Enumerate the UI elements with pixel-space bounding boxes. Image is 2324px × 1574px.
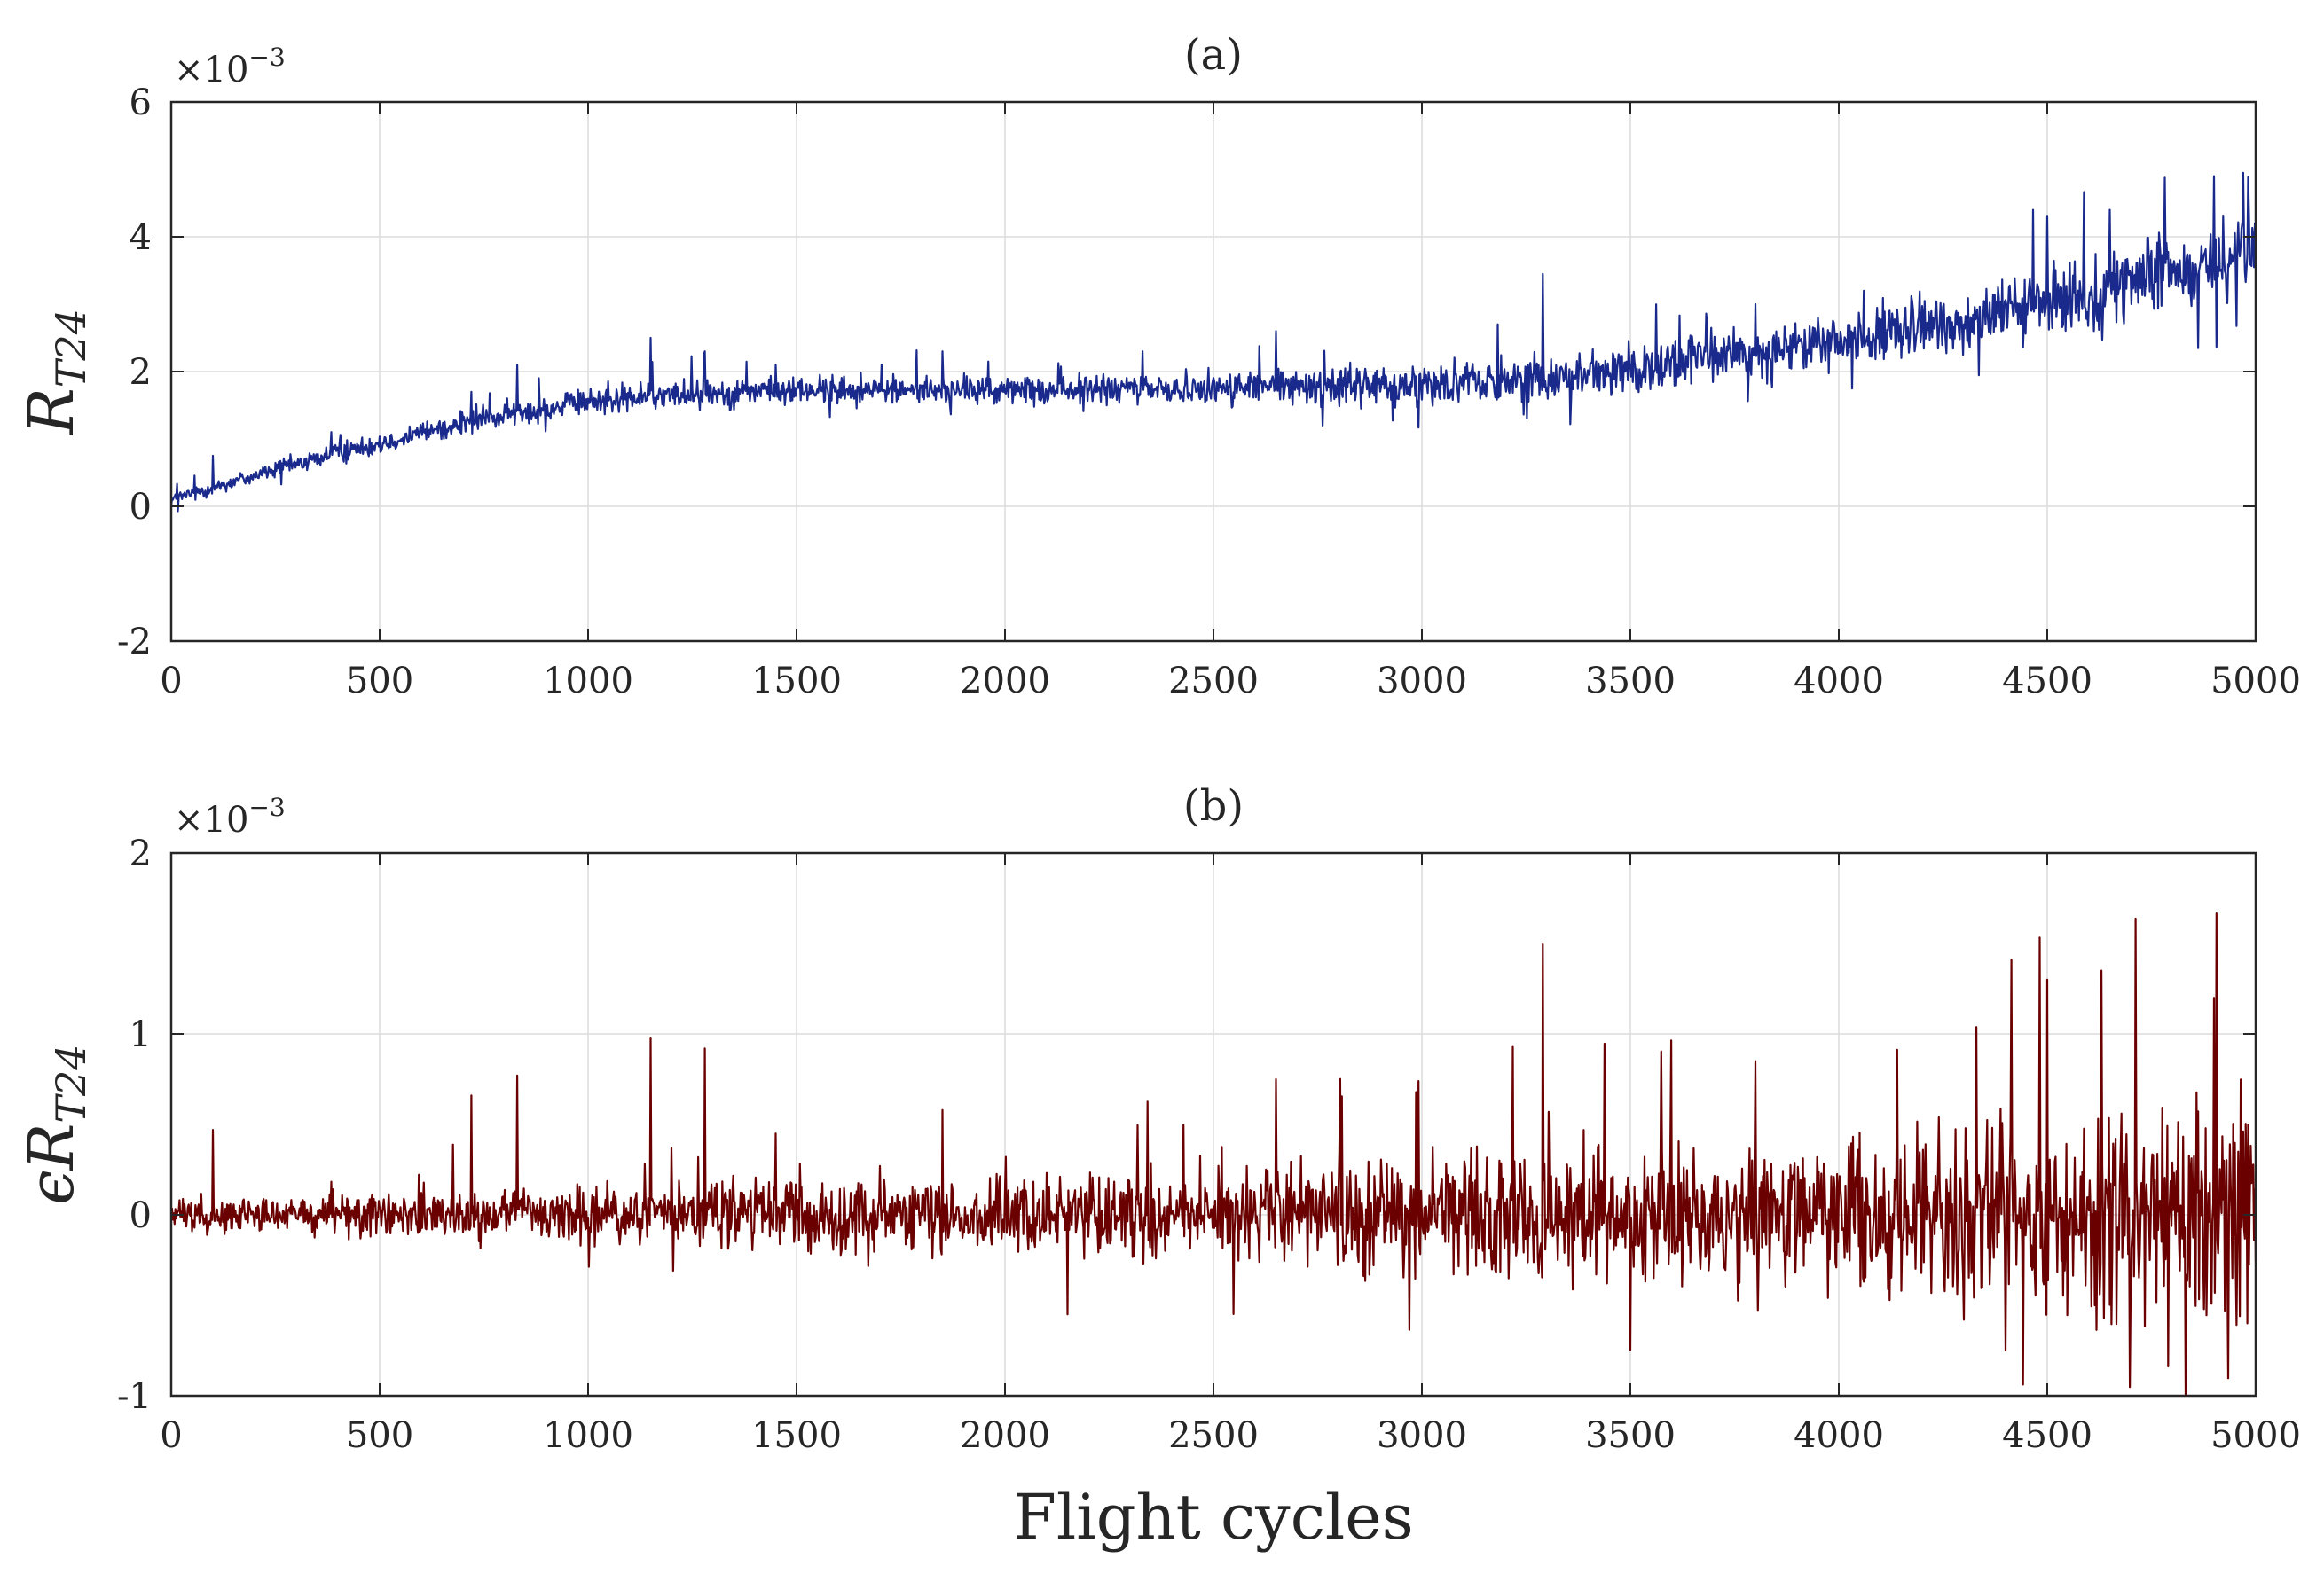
panel-b-ylabel-sub: T24	[47, 1044, 95, 1123]
panel-b-xtick-label: 2000	[960, 1415, 1050, 1456]
panel-a-ylabel-sub: T24	[47, 309, 95, 388]
panel-b-ytick-label: 2	[130, 834, 152, 874]
panel-b-xtick-label: 500	[346, 1415, 413, 1456]
panel-a-multiplier-base: ×10	[174, 50, 248, 90]
panel-a-series	[169, 171, 2257, 513]
panel-b-ytick-label: 1	[130, 1014, 152, 1055]
panel-a-ticks: 0 500 1000 1500 2000 2500 3000 3500 4000 4500 5000…	[117, 82, 2301, 701]
panel-b-frame	[169, 851, 2257, 1398]
x-axis-label: Flight cycles	[1013, 1481, 1413, 1554]
panel-a: 0 500 1000 1500 2000 2500 3000 3500 4000 4500 5000…	[15, 30, 2301, 701]
panel-b: 0 500 1000 1500 2000 2500 3000 3500 4000 4500 5000…	[15, 781, 2301, 1456]
panel-b-xtick-label: 3000	[1377, 1415, 1467, 1456]
panel-b-multiplier: ×10−3	[174, 793, 286, 841]
panel-a-ylabel-main: R	[15, 388, 88, 436]
panel-b-ylabel: ϵRT24	[15, 1044, 95, 1204]
panel-b-title: (b)	[1183, 781, 1244, 831]
panel-a-xtick-label: 2500	[1168, 661, 1259, 701]
panel-b-series-line	[169, 912, 2257, 1398]
panel-a-multiplier: ×10−3	[174, 43, 286, 90]
panel-a-multiplier-exp: −3	[248, 43, 285, 72]
panel-b-ytick-label: 0	[130, 1195, 152, 1236]
panel-a-ytick-label: -2	[117, 622, 152, 662]
panel-b-xtick-label: 5000	[2210, 1415, 2301, 1456]
panel-a-xtick-label: 0	[160, 661, 182, 701]
panel-a-frame	[169, 100, 2257, 643]
panel-a-ylabel: RT24	[15, 309, 95, 436]
panel-a-xtick-label: 500	[346, 661, 413, 701]
panel-a-xtick-label: 1500	[751, 661, 842, 701]
panel-b-xtick-label: 1000	[543, 1415, 633, 1456]
panel-a-xtick-label: 3000	[1377, 661, 1467, 701]
panel-a-series-line	[169, 171, 2257, 513]
panel-b-xtick-label: 3500	[1585, 1415, 1676, 1456]
panel-b-ylabel-main: ϵR	[15, 1124, 88, 1205]
panel-a-ytick-label: 6	[130, 82, 152, 123]
panel-a-xtick-label: 1000	[543, 661, 633, 701]
panel-a-xtick-label: 3500	[1585, 661, 1676, 701]
panel-b-xtick-label: 1500	[751, 1415, 842, 1456]
panel-a-ytick-label: 4	[130, 217, 152, 258]
panel-a-title: (a)	[1184, 30, 1243, 80]
panel-a-ytick-label: 0	[130, 487, 152, 528]
panel-b-multiplier-exp: −3	[248, 793, 285, 822]
panel-a-xtick-label: 4500	[2002, 661, 2092, 701]
panel-b-ticks: 0 500 1000 1500 2000 2500 3000 3500 4000 4500 5000…	[117, 834, 2301, 1456]
panel-b-xtick-label: 2500	[1168, 1415, 1259, 1456]
panel-a-grid	[171, 102, 2256, 641]
panel-b-series	[169, 912, 2257, 1398]
panel-b-multiplier-base: ×10	[174, 800, 248, 841]
panel-a-xtick-label: 2000	[960, 661, 1050, 701]
panel-a-xtick-label: 5000	[2210, 661, 2301, 701]
panel-a-xtick-label: 4000	[1794, 661, 1884, 701]
panel-b-xtick-label: 4000	[1794, 1415, 1884, 1456]
panel-b-ytick-label: -1	[117, 1376, 152, 1417]
panel-b-xtick-label: 0	[160, 1415, 182, 1456]
panel-b-xtick-label: 4500	[2002, 1415, 2092, 1456]
panel-a-ytick-label: 2	[130, 352, 152, 393]
